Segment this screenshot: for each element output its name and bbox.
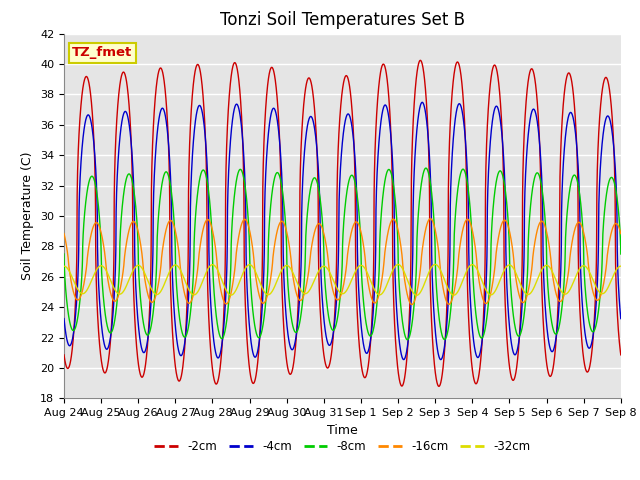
Legend: -2cm, -4cm, -8cm, -16cm, -32cm: -2cm, -4cm, -8cm, -16cm, -32cm xyxy=(150,436,535,458)
Text: TZ_fmet: TZ_fmet xyxy=(72,47,132,60)
Y-axis label: Soil Temperature (C): Soil Temperature (C) xyxy=(22,152,35,280)
Title: Tonzi Soil Temperatures Set B: Tonzi Soil Temperatures Set B xyxy=(220,11,465,29)
X-axis label: Time: Time xyxy=(327,424,358,437)
